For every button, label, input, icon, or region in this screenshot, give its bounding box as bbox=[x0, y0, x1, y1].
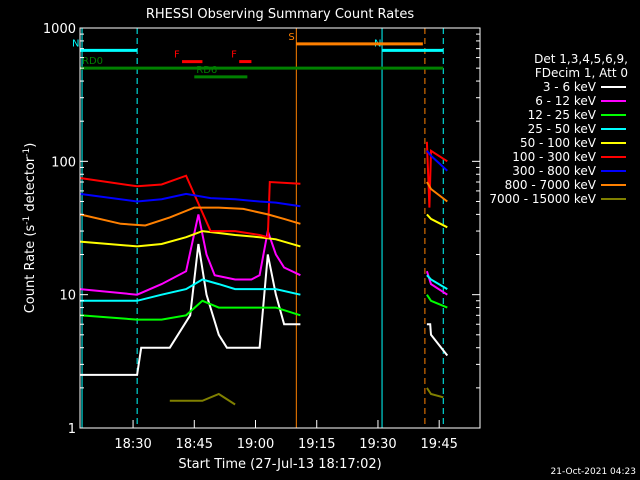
legend-label-7: 800 - 7000 keV bbox=[505, 178, 597, 192]
annotation-label-6: RD6 bbox=[196, 65, 217, 76]
legend-header-1: FDecim 1, Att 0 bbox=[535, 66, 628, 80]
series-line-5-0 bbox=[79, 174, 301, 239]
legend-label-5: 100 - 300 keV bbox=[512, 150, 596, 164]
series-line-7-0 bbox=[79, 206, 301, 227]
legend-label-6: 300 - 800 keV bbox=[512, 164, 596, 178]
x-tick-label-3: 19:15 bbox=[298, 437, 335, 452]
annotation-label-5: RD0 bbox=[82, 56, 103, 67]
legend-label-0: 3 - 6 keV bbox=[543, 80, 597, 94]
y-tick-label-1: 10 bbox=[59, 289, 76, 304]
y-axis-label-part1: Count Rate (s bbox=[23, 225, 38, 314]
legend-label-1: 6 - 12 keV bbox=[535, 94, 597, 108]
annotation-label-2: S bbox=[288, 32, 294, 43]
y-tick-label-0: 1 bbox=[68, 422, 76, 437]
chart-title: RHESSI Observing Summary Count Rates bbox=[146, 7, 415, 22]
annotation-label-0: N bbox=[72, 38, 79, 49]
series-line-1-0 bbox=[79, 214, 301, 296]
plot-area: NNSFFRD0RD6 bbox=[72, 28, 449, 428]
x-tick-label-2: 19:00 bbox=[237, 437, 274, 452]
plot-frame bbox=[79, 27, 481, 429]
legend-label-4: 50 - 100 keV bbox=[520, 136, 597, 150]
y-axis-label-part2: detector bbox=[23, 156, 38, 216]
legend-label-3: 25 - 50 keV bbox=[528, 122, 597, 136]
x-tick-label-1: 18:45 bbox=[176, 437, 213, 452]
y-tick-label-3: 1000 bbox=[43, 22, 76, 37]
series-line-2-0 bbox=[79, 299, 301, 321]
y-axis-label: Count Rate (s-1 detector-1) bbox=[22, 143, 38, 314]
y-axis-label-sup2: -1 bbox=[22, 148, 32, 157]
series-line-5-1 bbox=[425, 141, 448, 208]
series-line-0-1 bbox=[426, 323, 449, 357]
legend-header-0: Det 1,3,4,5,6,9, bbox=[534, 52, 628, 66]
legend-label-2: 12 - 25 keV bbox=[528, 108, 597, 122]
x-tick-label-4: 19:30 bbox=[359, 437, 396, 452]
series-line-8-1 bbox=[426, 387, 444, 399]
annotation-label-4: F bbox=[231, 50, 237, 61]
legend: Det 1,3,4,5,6,9,FDecim 1, Att 03 - 6 keV… bbox=[489, 52, 628, 206]
y-axis-label-part3: ) bbox=[23, 143, 38, 148]
series-line-7-1 bbox=[426, 181, 448, 203]
x-tick-label-5: 19:45 bbox=[420, 437, 457, 452]
series-line-6-1 bbox=[426, 150, 448, 172]
y-axis-label-sup1: -1 bbox=[22, 216, 32, 225]
x-tick-label-0: 18:30 bbox=[114, 437, 151, 452]
series-line-3-0 bbox=[80, 278, 301, 302]
series-line-4-1 bbox=[426, 213, 448, 229]
series-line-2-1 bbox=[426, 294, 448, 309]
series-line-3-1 bbox=[426, 274, 448, 290]
y-tick-label-2: 100 bbox=[51, 155, 76, 170]
legend-label-8: 7000 - 15000 keV bbox=[489, 192, 596, 206]
series-line-8-0 bbox=[169, 392, 236, 406]
generation-timestamp: 21-Oct-2021 04:23 bbox=[551, 467, 636, 477]
axes: 1 10 100 1000 18:30 18:45 19:00 19:15 19:30 19:45 bbox=[43, 22, 480, 452]
annotation-label-3: F bbox=[174, 50, 180, 61]
x-axis-label: Start Time (27-Jul-13 18:17:02) bbox=[178, 457, 381, 472]
series-line-6-0 bbox=[79, 192, 301, 208]
